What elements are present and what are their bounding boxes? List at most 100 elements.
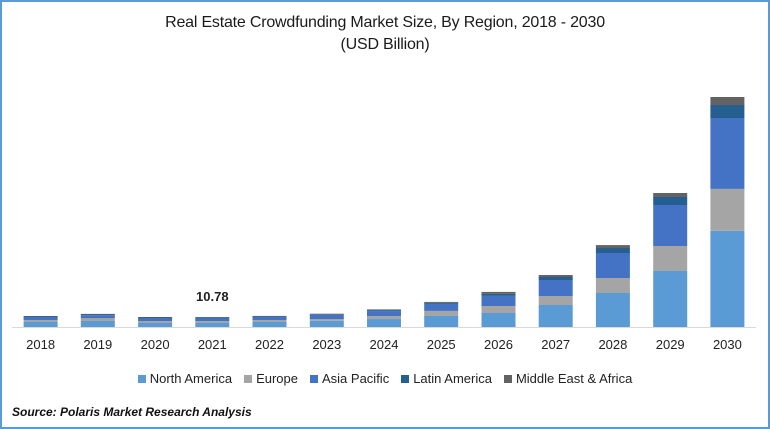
bar-segment-north-america-2026: [481, 313, 516, 327]
chart-subtitle: (USD Billion): [340, 36, 430, 53]
bar-segment-north-america-2025: [424, 316, 459, 327]
bar-segment-middle-east-africa-2025: [424, 301, 459, 303]
bar-segment-europe-2027: [538, 296, 573, 305]
x-tick-label: 2018: [26, 337, 55, 352]
bar-segment-north-america-2023: [309, 321, 344, 327]
bar-segment-north-america-2021: [195, 323, 230, 327]
legend-item-europe: Europe: [244, 371, 298, 386]
bar-segment-asia-pacific-2022: [252, 317, 287, 320]
bar-segment-asia-pacific-2029: [653, 205, 688, 246]
bar-segment-asia-pacific-2028: [595, 253, 630, 278]
x-tick-label: 2020: [141, 337, 170, 352]
legend-label: Middle East & Africa: [515, 371, 633, 386]
legend-item-middle-east-africa: Middle East & Africa: [503, 371, 633, 386]
legend: North America Europe Asia Pacific Latin Ame…: [0, 371, 770, 386]
bar-segment-middle-east-africa-2027: [538, 275, 573, 277]
bar-segment-europe-2028: [595, 278, 630, 293]
bar-segment-europe-2020: [138, 321, 173, 323]
bar-segment-europe-2026: [481, 306, 516, 313]
legend-label: Asia Pacific: [322, 371, 390, 386]
bar-segment-north-america-2029: [653, 271, 688, 327]
bar-segment-middle-east-africa-2023: [309, 313, 344, 315]
bars-group: [23, 97, 745, 327]
data-label-2021: 10.78: [196, 289, 229, 304]
x-tick-label: 2027: [541, 337, 570, 352]
bar-segment-latin-america-2019: [80, 314, 115, 315]
bar-segment-middle-east-africa-2029: [653, 193, 688, 197]
source-note: Source: Polaris Market Research Analysis: [12, 405, 252, 419]
bar-segment-europe-2029: [653, 246, 688, 271]
x-tick-label: 2030: [713, 337, 742, 352]
bar-segment-north-america-2019: [80, 321, 115, 327]
bar-segment-asia-pacific-2019: [80, 315, 115, 319]
bar-segment-middle-east-africa-2022: [252, 315, 287, 317]
bar-segment-asia-pacific-2026: [481, 296, 516, 306]
x-tick-label: 2025: [427, 337, 456, 352]
bar-segment-latin-america-2027: [538, 277, 573, 280]
x-tick-label: 2026: [484, 337, 513, 352]
legend-item-north-america: North America: [137, 371, 233, 386]
bar-segment-europe-2024: [367, 316, 401, 320]
bar-segment-asia-pacific-2023: [309, 315, 344, 319]
bar-segment-latin-america-2030: [710, 105, 745, 118]
bar-segment-latin-america-2026: [481, 293, 516, 296]
bar-segment-latin-america-2021: [195, 317, 230, 319]
legend-swatch-icon: [503, 374, 512, 383]
legend-label: Europe: [256, 371, 298, 386]
bar-segment-asia-pacific-2025: [424, 303, 459, 311]
x-tick-label: 2029: [656, 337, 685, 352]
chart-title-main: Real Estate Crowdfunding Market Size, By…: [165, 14, 605, 31]
bar-segment-latin-america-2018: [23, 316, 58, 317]
bar-segment-europe-2023: [309, 318, 344, 321]
legend-swatch-icon: [310, 374, 318, 383]
bar-segment-middle-east-africa-2020: [138, 317, 173, 318]
bar-segment-north-america-2030: [710, 231, 745, 327]
bar-segment-middle-east-africa-2019: [80, 313, 115, 315]
bar-segment-latin-america-2023: [309, 314, 344, 315]
legend-swatch-icon: [401, 374, 410, 383]
bar-segment-latin-america-2028: [595, 248, 630, 253]
bar-segment-europe-2018: [23, 320, 58, 322]
bar-segment-north-america-2027: [538, 305, 573, 327]
x-tick-label: 2021: [198, 337, 227, 352]
bar-segment-europe-2025: [424, 311, 459, 316]
bar-segment-north-america-2018: [23, 322, 58, 327]
legend-swatch-icon: [244, 374, 253, 383]
bar-segment-middle-east-africa-2018: [23, 316, 58, 317]
bar-segment-europe-2030: [710, 188, 745, 231]
legend-label: North America: [149, 371, 233, 386]
chart-title: Real Estate Crowdfunding Market Size, By…: [0, 12, 770, 56]
x-tick-labels: 2018 2019 2020 2021 2022 2023 2024 2025 2026 2027…: [26, 337, 742, 352]
bar-segment-north-america-2028: [595, 293, 630, 327]
bar-segment-latin-america-2029: [653, 197, 688, 205]
bar-segment-europe-2019: [80, 318, 115, 321]
x-tick-label: 2019: [83, 337, 112, 352]
bar-segment-latin-america-2024: [367, 310, 401, 312]
x-tick-label: 2022: [255, 337, 284, 352]
legend-item-asia-pacific: Asia Pacific: [310, 371, 389, 386]
bar-segment-north-america-2022: [252, 322, 287, 327]
bar-segment-north-america-2020: [138, 323, 173, 327]
data-labels: 10.78: [196, 289, 229, 304]
legend-label: Latin America: [413, 371, 492, 386]
legend-item-latin-america: Latin America: [401, 371, 492, 386]
bar-segment-asia-pacific-2024: [367, 311, 401, 317]
bar-segment-latin-america-2020: [138, 317, 173, 319]
bar-segment-asia-pacific-2021: [195, 318, 230, 321]
x-tick-label: 2028: [598, 337, 627, 352]
bar-segment-latin-america-2022: [252, 316, 287, 317]
bar-segment-middle-east-africa-2028: [595, 245, 630, 249]
legend-swatch-icon: [137, 374, 146, 383]
bar-segment-middle-east-africa-2026: [481, 291, 516, 294]
bar-segment-asia-pacific-2027: [538, 280, 573, 296]
bar-segment-asia-pacific-2020: [138, 318, 173, 321]
x-tick-label: 2023: [312, 337, 341, 352]
bar-segment-middle-east-africa-2030: [710, 97, 745, 105]
bar-segment-latin-america-2025: [424, 302, 459, 304]
x-tick-label: 2024: [370, 337, 399, 352]
bar-segment-north-america-2024: [367, 319, 401, 327]
bar-segment-asia-pacific-2030: [710, 117, 745, 189]
bar-segment-europe-2022: [252, 320, 287, 322]
